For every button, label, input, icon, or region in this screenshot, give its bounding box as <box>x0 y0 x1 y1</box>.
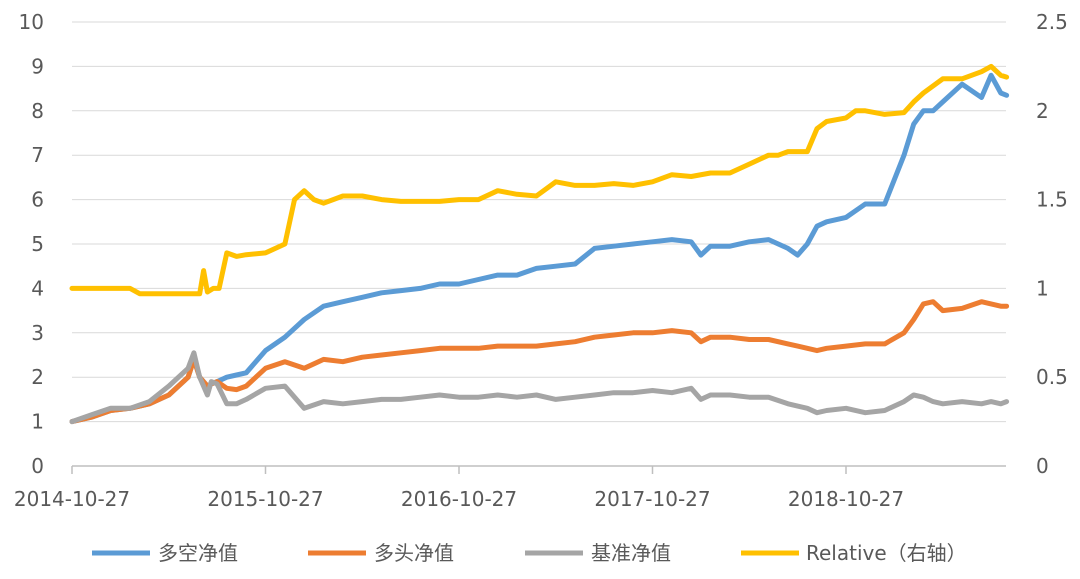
y-left-tick-label: 7 <box>31 143 44 167</box>
axes: 0 1 2 3 4 5 6 7 8 9 10 0 0.5 1 1.5 2 2.5 2014-10-27 2015-1… <box>14 10 1068 511</box>
y-left-tick-label: 2 <box>31 365 44 389</box>
legend-label-0: 多空净值 <box>158 541 238 565</box>
y-left-tick-label: 8 <box>31 99 44 123</box>
x-tick-label: 2014-10-27 <box>14 487 130 511</box>
legend-label-1: 多头净值 <box>374 541 454 565</box>
y-right-tick-label: 1 <box>1036 276 1049 300</box>
series-line-0 <box>69 72 1010 425</box>
x-tick-label: 2016-10-27 <box>401 487 517 511</box>
series-line-1 <box>69 299 1010 425</box>
x-tick-label: 2015-10-27 <box>207 487 323 511</box>
x-tick-label: 2018-10-27 <box>788 487 904 511</box>
legend-label-2: 基准净值 <box>591 541 671 565</box>
legend: 多空净值 多头净值 基准净值 Relative（右轴） <box>92 541 967 565</box>
y-left-tick-label: 1 <box>31 410 44 434</box>
y-left-tick-label: 0 <box>31 454 44 478</box>
series-line-3 <box>69 63 1010 297</box>
series-line-2 <box>69 350 1010 425</box>
x-tick-label: 2017-10-27 <box>594 487 710 511</box>
y-left-tick-label: 10 <box>19 10 44 34</box>
y-left-tick-label: 9 <box>31 54 44 78</box>
y-right-tick-label: 0.5 <box>1036 365 1068 389</box>
y-left-tick-label: 3 <box>31 321 44 345</box>
gridlines <box>72 21 1006 423</box>
y-left-tick-label: 5 <box>31 232 44 256</box>
legend-label-3: Relative（右轴） <box>806 541 967 565</box>
y-right-tick-label: 2.5 <box>1036 10 1068 34</box>
y-left-tick-label: 4 <box>31 276 44 300</box>
y-right-tick-label: 1.5 <box>1036 188 1068 212</box>
series-lines <box>69 63 1010 425</box>
y-right-tick-label: 0 <box>1036 454 1049 478</box>
y-right-tick-label: 2 <box>1036 99 1049 123</box>
y-left-tick-label: 6 <box>31 188 44 212</box>
